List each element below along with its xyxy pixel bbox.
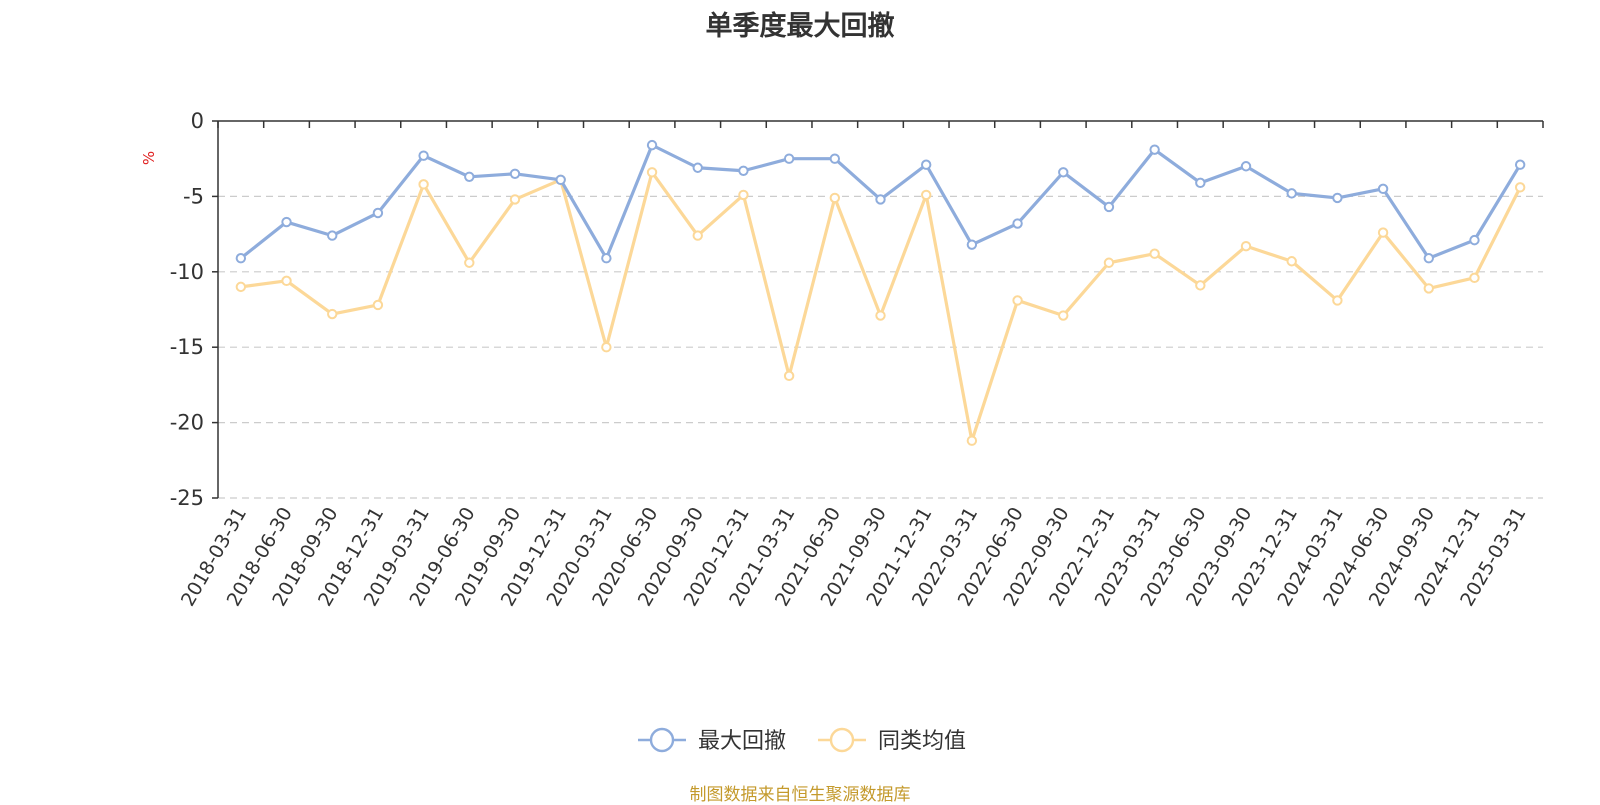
data-point-series-0[interactable] <box>601 253 612 264</box>
series-lines <box>235 139 1526 446</box>
y-tick-label: -20 <box>170 411 204 435</box>
data-point-series-0[interactable] <box>1423 253 1434 264</box>
grid-lines <box>218 195 1543 499</box>
data-point-series-1[interactable] <box>1149 248 1160 259</box>
data-point-series-0[interactable] <box>966 239 978 250</box>
data-point-series-0[interactable] <box>1240 161 1252 172</box>
data-point-series-1[interactable] <box>1332 295 1343 306</box>
chart-title: 单季度最大回撤 <box>705 11 895 42</box>
data-point-series-1[interactable] <box>509 194 521 205</box>
y-axis-unit-label: % <box>140 151 158 165</box>
data-point-series-0[interactable] <box>418 150 429 161</box>
data-point-series-0[interactable] <box>372 207 384 219</box>
data-point-series-0[interactable] <box>464 171 475 182</box>
y-tick-label: -15 <box>170 335 204 359</box>
data-point-series-1[interactable] <box>1195 280 1206 291</box>
data-point-series-0[interactable] <box>235 253 247 264</box>
data-point-series-0[interactable] <box>738 165 749 176</box>
y-tick-label: -10 <box>170 260 204 284</box>
data-point-series-0[interactable] <box>1012 218 1023 229</box>
data-point-series-1[interactable] <box>1377 227 1389 238</box>
legend-swatch-marker-1[interactable] <box>829 727 855 753</box>
legend[interactable]: 最大回撤 同类均值 <box>638 727 966 754</box>
data-point-series-1[interactable] <box>601 342 612 353</box>
data-point-series-1[interactable] <box>1286 256 1297 267</box>
legend-swatch-marker-0[interactable] <box>649 727 675 753</box>
data-point-series-0[interactable] <box>1514 159 1526 170</box>
data-point-series-1[interactable] <box>464 257 475 268</box>
data-point-series-1[interactable] <box>738 189 749 201</box>
axes: 0-5-10-15-20-252018-03-312018-06-302018-… <box>170 109 1544 610</box>
data-point-series-1[interactable] <box>1103 257 1115 268</box>
y-tick-label: -5 <box>183 184 204 208</box>
data-point-series-1[interactable] <box>1469 272 1480 284</box>
data-point-series-0[interactable] <box>1195 177 1206 189</box>
data-point-series-0[interactable] <box>829 153 841 164</box>
data-point-series-1[interactable] <box>418 179 429 190</box>
data-point-series-1[interactable] <box>1240 240 1252 252</box>
data-point-series-1[interactable] <box>875 310 886 321</box>
data-point-series-1[interactable] <box>966 435 978 446</box>
data-point-series-1[interactable] <box>1423 283 1434 294</box>
data-point-series-0[interactable] <box>875 194 886 205</box>
data-point-series-1[interactable] <box>235 281 247 293</box>
data-point-series-0[interactable] <box>1058 167 1069 178</box>
data-point-series-0[interactable] <box>920 159 932 170</box>
data-point-series-0[interactable] <box>1103 201 1115 213</box>
data-point-series-1[interactable] <box>372 299 384 311</box>
data-point-series-0[interactable] <box>646 139 658 151</box>
data-point-series-1[interactable] <box>692 230 703 241</box>
data-point-series-1[interactable] <box>1514 182 1526 193</box>
data-point-series-1[interactable] <box>646 167 658 178</box>
legend-label-0[interactable]: 最大回撤 <box>698 729 786 754</box>
series-line-1 <box>239 170 1522 443</box>
data-point-series-0[interactable] <box>327 230 338 241</box>
data-point-series-1[interactable] <box>327 308 338 320</box>
data-point-series-1[interactable] <box>1058 310 1069 321</box>
data-point-series-0[interactable] <box>1149 144 1160 155</box>
source-note: 制图数据来自恒生聚源数据库 <box>689 785 911 805</box>
data-point-series-1[interactable] <box>1012 295 1023 306</box>
data-point-series-1[interactable] <box>829 192 841 204</box>
data-point-series-0[interactable] <box>1377 183 1389 195</box>
data-point-series-0[interactable] <box>555 174 566 186</box>
data-point-series-0[interactable] <box>692 162 703 173</box>
data-point-series-0[interactable] <box>783 153 795 164</box>
data-point-series-0[interactable] <box>509 168 521 179</box>
data-point-series-1[interactable] <box>281 275 292 287</box>
data-point-series-0[interactable] <box>1286 188 1297 199</box>
data-point-series-0[interactable] <box>1469 234 1480 246</box>
data-point-series-0[interactable] <box>281 216 292 228</box>
legend-label-1[interactable]: 同类均值 <box>878 729 966 754</box>
y-tick-label: 0 <box>191 109 204 133</box>
data-point-series-1[interactable] <box>920 189 932 201</box>
data-point-series-1[interactable] <box>783 370 795 382</box>
data-point-series-0[interactable] <box>1332 192 1343 204</box>
y-tick-label: -25 <box>170 486 204 510</box>
